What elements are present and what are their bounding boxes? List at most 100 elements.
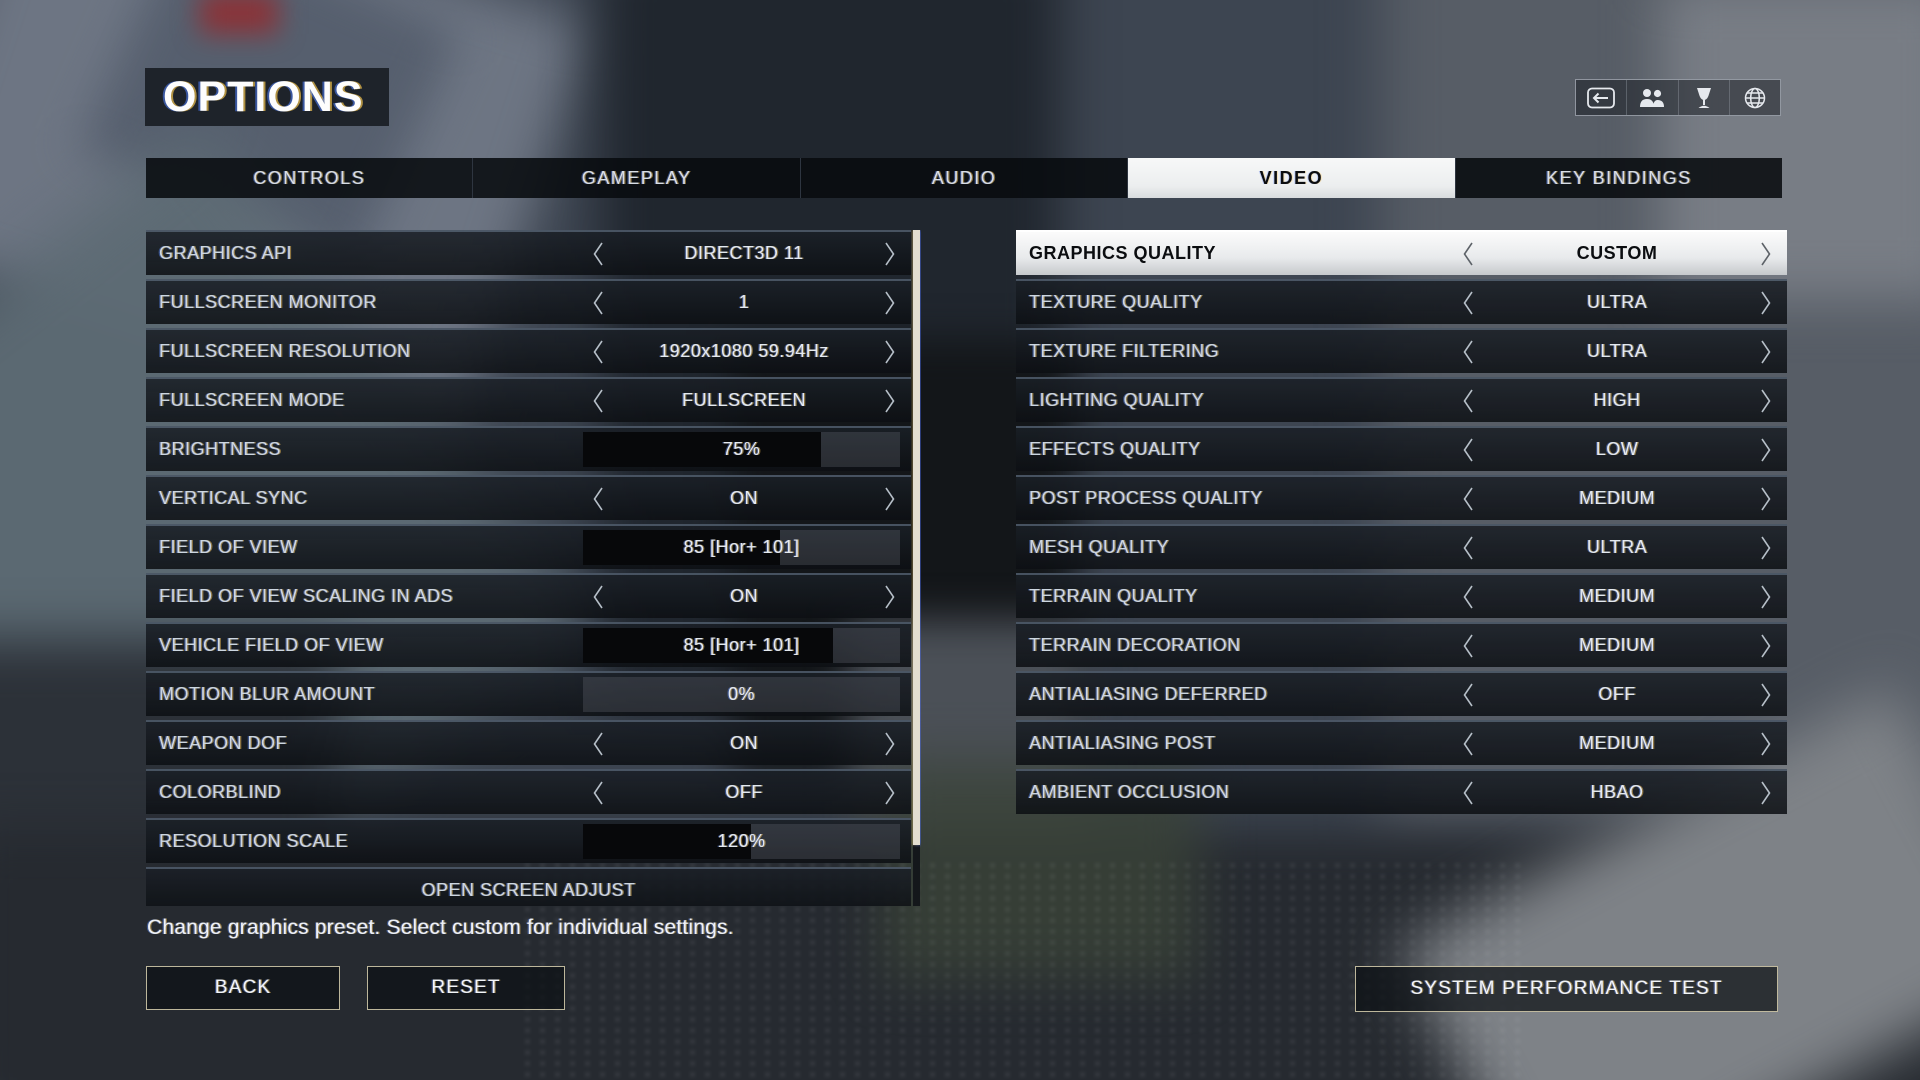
decrease-button[interactable]: [1453, 330, 1483, 373]
slider[interactable]: 120%: [583, 824, 900, 859]
increase-button[interactable]: [875, 771, 905, 814]
setting-row-terrain-decoration[interactable]: TERRAIN DECORATION MEDIUM: [1016, 622, 1787, 667]
increase-button[interactable]: [1751, 330, 1781, 373]
slider[interactable]: 75%: [583, 432, 900, 467]
decrease-button[interactable]: [1453, 771, 1483, 814]
setting-value: LOW: [1595, 439, 1639, 459]
setting-row-ambient-occlusion[interactable]: AMBIENT OCCLUSION HBAO: [1016, 769, 1787, 814]
increase-button[interactable]: [875, 330, 905, 373]
tab-controls[interactable]: CONTROLS: [253, 167, 366, 188]
setting-value: 75%: [722, 439, 761, 459]
increase-button[interactable]: [875, 722, 905, 765]
tab-gameplay[interactable]: GAMEPLAY: [472, 158, 799, 198]
decrease-button[interactable]: [1453, 281, 1483, 324]
setting-value: 85 [Hor+ 101]: [683, 635, 800, 655]
setting-row-colorblind[interactable]: COLORBLIND OFF: [146, 769, 911, 814]
slider[interactable]: 0%: [583, 677, 900, 712]
decrease-button[interactable]: [583, 330, 613, 373]
decrease-button[interactable]: [1453, 379, 1483, 422]
decrease-button[interactable]: [583, 722, 613, 765]
setting-row-field-of-view[interactable]: FIELD OF VIEW 85 [Hor+ 101]: [146, 524, 911, 569]
increase-button[interactable]: [875, 379, 905, 422]
setting-row-fullscreen-monitor[interactable]: FULLSCREEN MONITOR 1: [146, 279, 911, 324]
setting-row-field-of-view-scaling-in-ads[interactable]: FIELD OF VIEW SCALING IN ADS ON: [146, 573, 911, 618]
system-performance-test-button[interactable]: SYSTEM PERFORMANCE TEST: [1355, 966, 1778, 1012]
setting-row-graphics-api[interactable]: GRAPHICS API DIRECT3D 11: [146, 230, 911, 275]
setting-row-motion-blur-amount[interactable]: MOTION BLUR AMOUNT 0%: [146, 671, 911, 716]
trophy-icon[interactable]: [1677, 80, 1729, 115]
setting-value: HBAO: [1590, 782, 1644, 802]
setting-row-antialiasing-deferred[interactable]: ANTIALIASING DEFERRED OFF: [1016, 671, 1787, 716]
stepper-control: OFF: [1453, 673, 1781, 716]
tab-key-bindings[interactable]: KEY BINDINGS: [1454, 158, 1782, 198]
setting-label: LIGHTING QUALITY: [1029, 390, 1205, 410]
setting-row-fullscreen-mode[interactable]: FULLSCREEN MODE FULLSCREEN: [146, 377, 911, 422]
setting-row-lighting-quality[interactable]: LIGHTING QUALITY HIGH: [1016, 377, 1787, 422]
decrease-button[interactable]: [1453, 673, 1483, 716]
decrease-button[interactable]: [1453, 526, 1483, 569]
setting-row-resolution-scale[interactable]: RESOLUTION SCALE 120%: [146, 818, 911, 863]
stepper-control: 1920x1080 59.94Hz: [583, 330, 905, 373]
setting-row-vehicle-field-of-view[interactable]: VEHICLE FIELD OF VIEW 85 [Hor+ 101]: [146, 622, 911, 667]
setting-row-graphics-quality[interactable]: GRAPHICS QUALITY CUSTOM: [1016, 230, 1787, 275]
tab-audio[interactable]: AUDIO: [799, 158, 1127, 198]
increase-button[interactable]: [1751, 281, 1781, 324]
setting-row-brightness[interactable]: BRIGHTNESS 75%: [146, 426, 911, 471]
increase-button[interactable]: [875, 232, 905, 275]
increase-button[interactable]: [1751, 771, 1781, 814]
setting-row-open-screen-adjust[interactable]: OPEN SCREEN ADJUST: [146, 867, 911, 906]
increase-button[interactable]: [1751, 379, 1781, 422]
setting-row-effects-quality[interactable]: EFFECTS QUALITY LOW: [1016, 426, 1787, 471]
setting-row-texture-quality[interactable]: TEXTURE QUALITY ULTRA: [1016, 279, 1787, 324]
decrease-button[interactable]: [1453, 477, 1483, 520]
setting-row-post-process-quality[interactable]: POST PROCESS QUALITY MEDIUM: [1016, 475, 1787, 520]
increase-button[interactable]: [1751, 722, 1781, 765]
decrease-button[interactable]: [583, 379, 613, 422]
increase-button[interactable]: [1751, 477, 1781, 520]
setting-value: MEDIUM: [1579, 733, 1655, 753]
slider[interactable]: 85 [Hor+ 101]: [583, 628, 900, 663]
increase-button[interactable]: [1751, 428, 1781, 471]
increase-button[interactable]: [1751, 526, 1781, 569]
tab-video[interactable]: VIDEO: [1127, 158, 1455, 198]
setting-value: ULTRA: [1586, 537, 1648, 557]
stepper-control: ON: [583, 477, 905, 520]
back-button[interactable]: BACK: [146, 966, 340, 1010]
setting-button-label: OPEN SCREEN ADJUST: [421, 880, 636, 900]
decrease-button[interactable]: [1453, 428, 1483, 471]
stepper-control: MEDIUM: [1453, 477, 1781, 520]
decrease-button[interactable]: [583, 232, 613, 275]
setting-row-antialiasing-post[interactable]: ANTIALIASING POST MEDIUM: [1016, 720, 1787, 765]
decrease-button[interactable]: [1453, 232, 1483, 275]
setting-label: VEHICLE FIELD OF VIEW: [159, 635, 384, 655]
globe-icon[interactable]: [1728, 80, 1780, 115]
slider[interactable]: 85 [Hor+ 101]: [583, 530, 900, 565]
increase-button[interactable]: [1751, 232, 1781, 275]
increase-button[interactable]: [1751, 575, 1781, 618]
increase-button[interactable]: [875, 477, 905, 520]
decrease-button[interactable]: [1453, 722, 1483, 765]
reset-button[interactable]: RESET: [367, 966, 565, 1010]
setting-row-mesh-quality[interactable]: MESH QUALITY ULTRA: [1016, 524, 1787, 569]
setting-row-terrain-quality[interactable]: TERRAIN QUALITY MEDIUM: [1016, 573, 1787, 618]
increase-button[interactable]: [1751, 624, 1781, 667]
squad-icon[interactable]: [1626, 80, 1677, 115]
setting-label: TERRAIN DECORATION: [1029, 635, 1241, 655]
decrease-button[interactable]: [583, 477, 613, 520]
setting-row-vertical-sync[interactable]: VERTICAL SYNC ON: [146, 475, 911, 520]
decrease-button[interactable]: [1453, 575, 1483, 618]
decrease-button[interactable]: [583, 281, 613, 324]
setting-row-weapon-dof[interactable]: WEAPON DOF ON: [146, 720, 911, 765]
scrollbar-thumb[interactable]: [913, 230, 920, 845]
options-tab-bar: CONTROLS GAMEPLAY AUDIO VIDEO KEY BINDIN…: [146, 158, 1782, 198]
increase-button[interactable]: [875, 281, 905, 324]
scrollbar[interactable]: [913, 230, 920, 906]
decrease-button[interactable]: [1453, 624, 1483, 667]
setting-row-texture-filtering[interactable]: TEXTURE FILTERING ULTRA: [1016, 328, 1787, 373]
setting-row-fullscreen-resolution[interactable]: FULLSCREEN RESOLUTION 1920x1080 59.94Hz: [146, 328, 911, 373]
back-arrow-icon[interactable]: [1576, 80, 1626, 115]
decrease-button[interactable]: [583, 575, 613, 618]
decrease-button[interactable]: [583, 771, 613, 814]
increase-button[interactable]: [1751, 673, 1781, 716]
increase-button[interactable]: [875, 575, 905, 618]
